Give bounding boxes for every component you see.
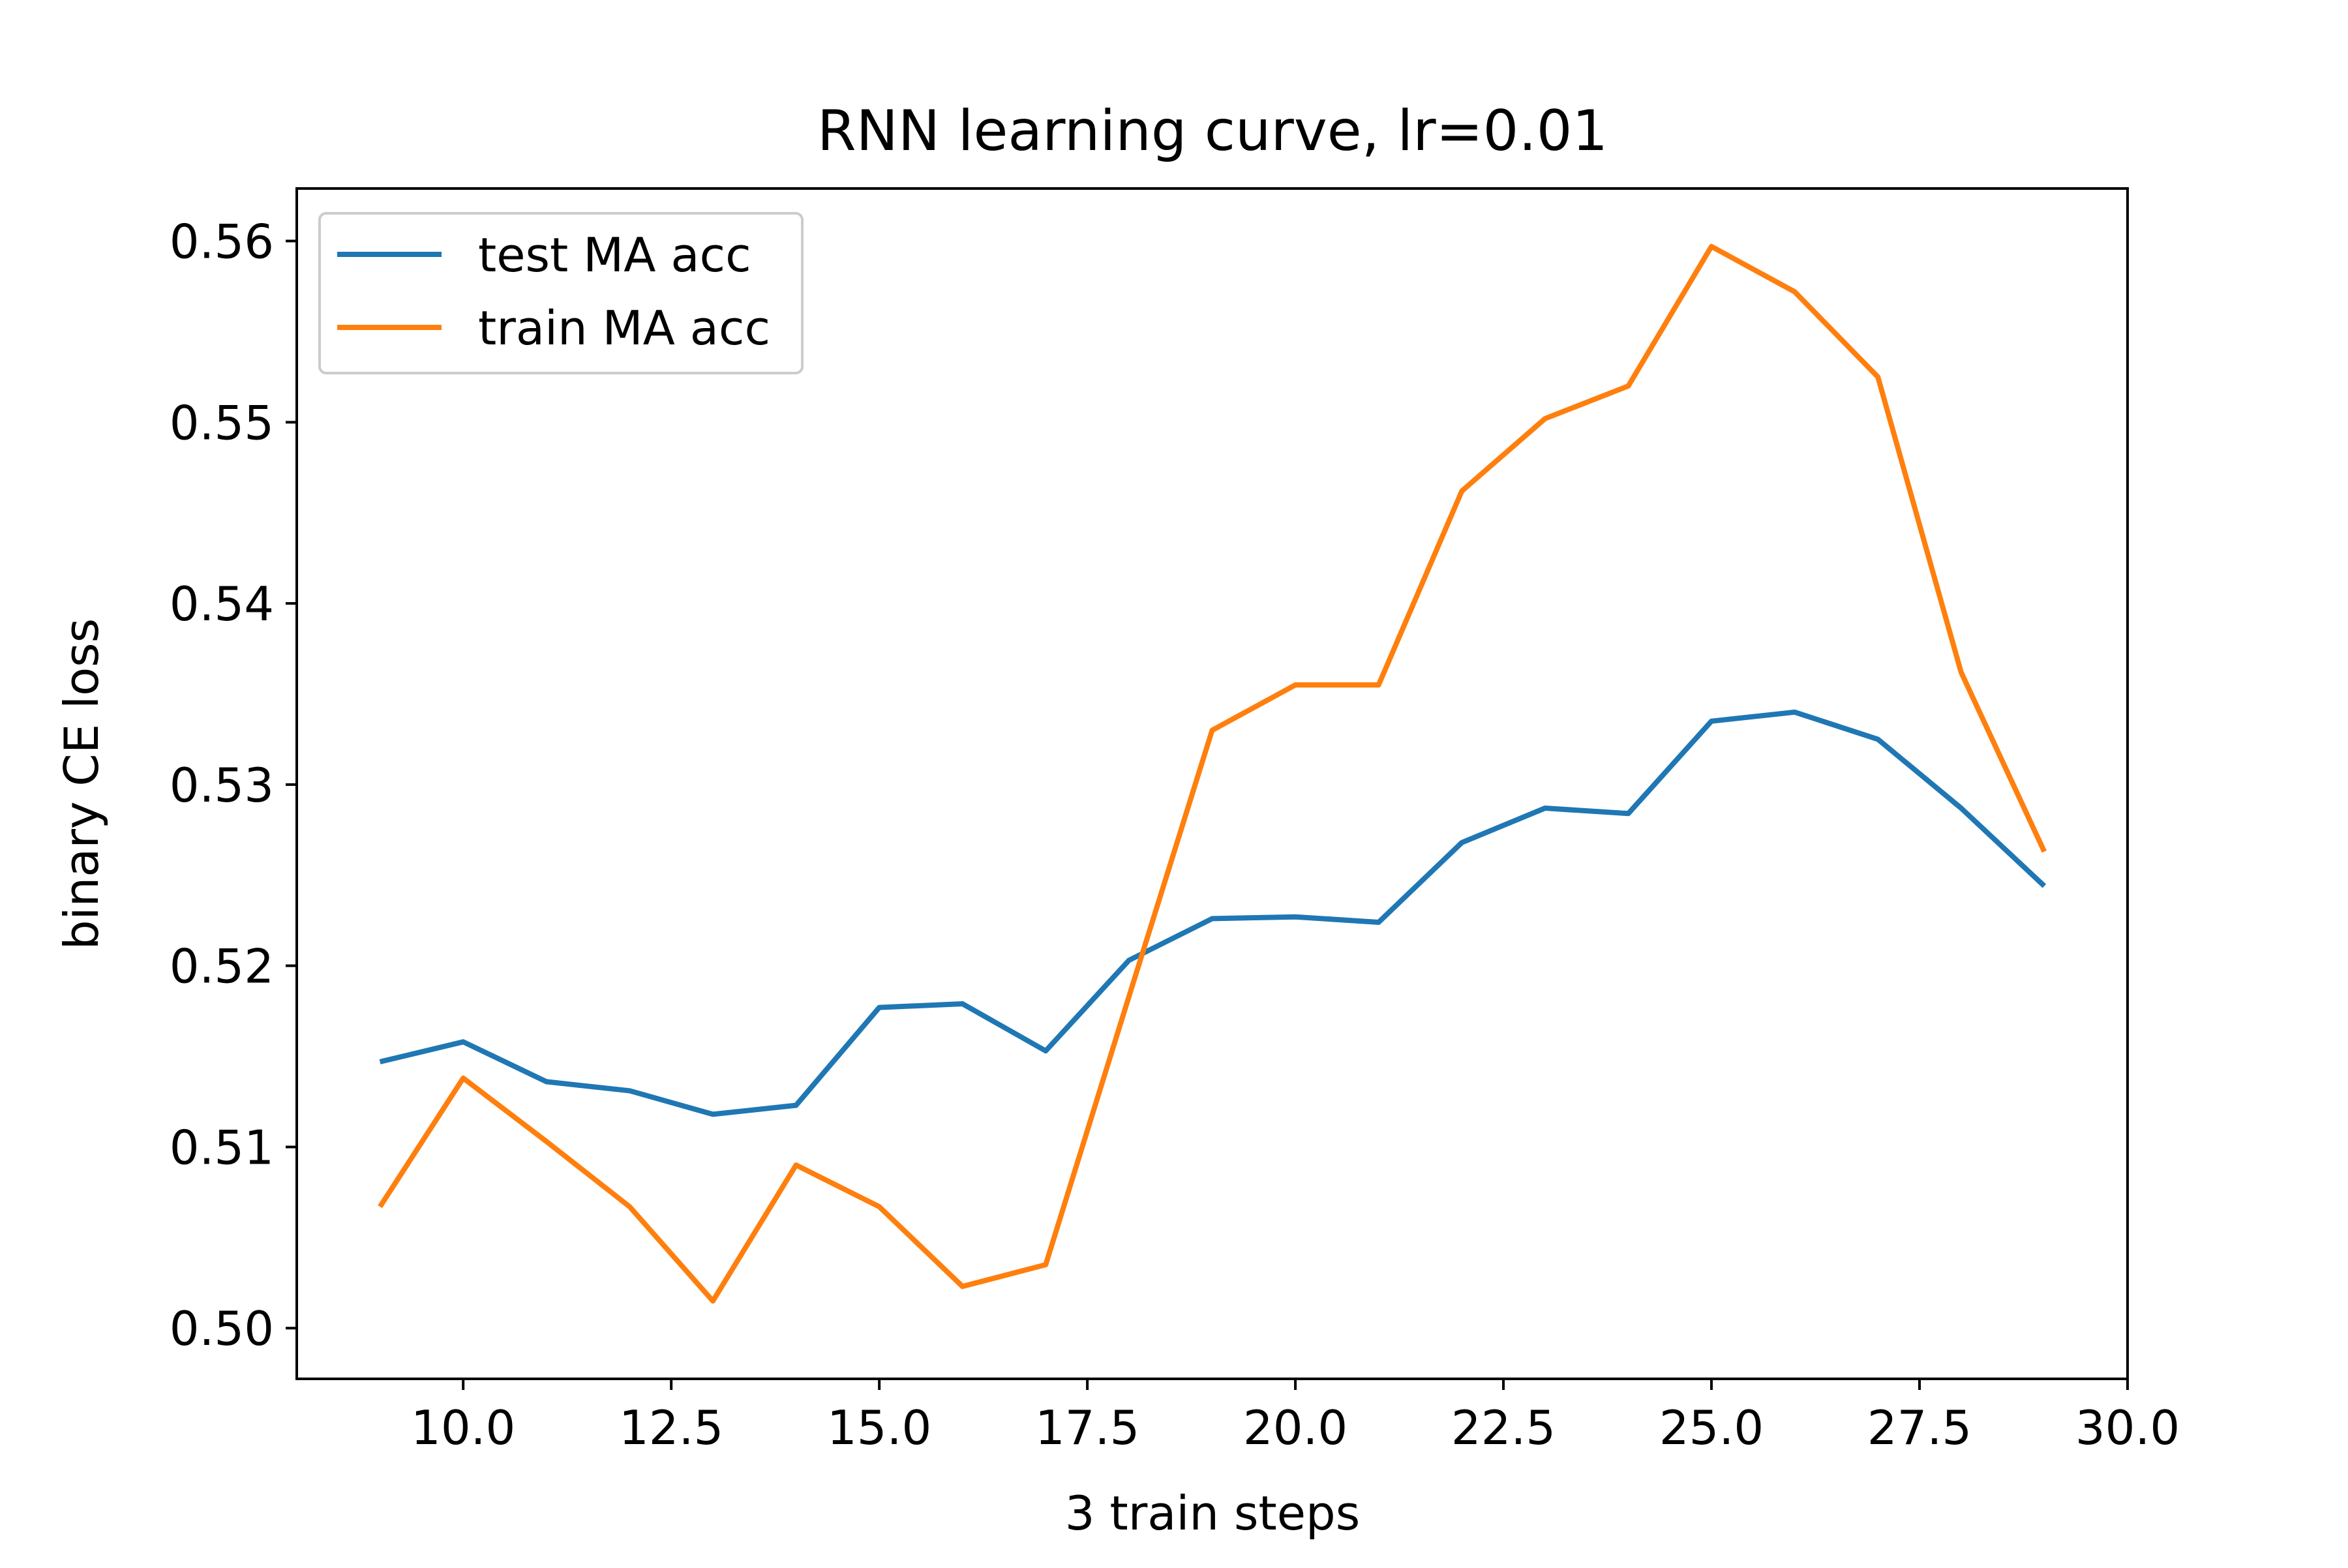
- series-line-test: [379, 709, 2047, 1117]
- y-tick-label: 0.55: [170, 395, 274, 450]
- x-axis-label: 3 train steps: [1065, 1486, 1360, 1541]
- x-tick-label: 27.5: [1867, 1400, 1972, 1455]
- x-tick-label: 10.0: [411, 1400, 515, 1455]
- legend: test MA acc train MA acc: [318, 212, 804, 374]
- y-tick-label: 0.51: [170, 1120, 274, 1175]
- x-tick-label: 15.0: [827, 1400, 931, 1455]
- plot-area: 10.0 12.5 15.0 17.5 20.0 22.5 25.0 27.5 30.0 0.50…: [170, 187, 2180, 1455]
- series-line-train: [378, 243, 2047, 1304]
- x-tick-label: 30.0: [2075, 1400, 2180, 1455]
- chart-title: RNN learning curve, lr=0.01: [817, 98, 1608, 164]
- x-tick-label: 12.5: [619, 1400, 723, 1455]
- x-tick-label: 20.0: [1243, 1400, 1347, 1455]
- x-tick-label: 22.5: [1451, 1400, 1556, 1455]
- x-tick-label: 25.0: [1659, 1400, 1764, 1455]
- y-tick-label: 0.50: [170, 1301, 274, 1356]
- legend-label-test: test MA acc: [478, 228, 751, 282]
- x-tick-label: 17.5: [1035, 1400, 1139, 1455]
- y-axis-label: binary CE loss: [54, 618, 109, 950]
- y-tick-label: 0.53: [170, 758, 274, 813]
- y-tick-label: 0.54: [170, 577, 274, 631]
- y-tick-label: 0.56: [170, 215, 274, 269]
- y-tick-label: 0.52: [170, 939, 274, 994]
- legend-label-train: train MA acc: [478, 301, 770, 355]
